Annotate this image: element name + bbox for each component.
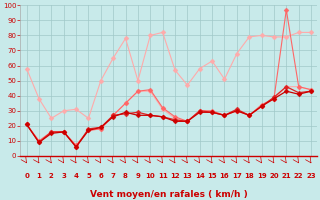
X-axis label: Vent moyen/en rafales ( km/h ): Vent moyen/en rafales ( km/h ) — [90, 190, 248, 199]
